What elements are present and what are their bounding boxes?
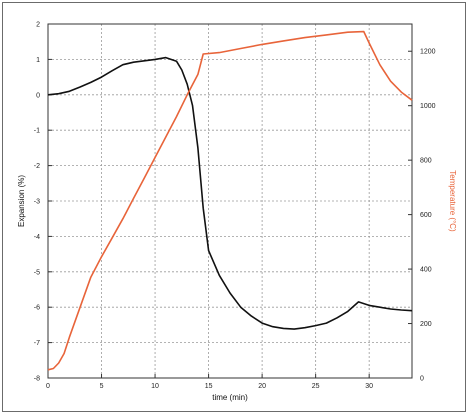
left-tick-label: -5 bbox=[34, 269, 40, 276]
left-tick-label: -2 bbox=[34, 163, 40, 170]
left-tick-label: 2 bbox=[36, 22, 40, 29]
series-layer bbox=[47, 30, 413, 371]
chart-frame bbox=[2, 2, 466, 412]
grid bbox=[48, 24, 412, 378]
right-tick-label: 600 bbox=[420, 212, 432, 219]
x-tick-label: 0 bbox=[46, 383, 50, 390]
x-tick-label: 20 bbox=[258, 383, 266, 390]
right-axis-ticks: 0 200 400 600 800 1000 1200 bbox=[408, 49, 436, 383]
left-tick-label: -4 bbox=[34, 234, 40, 241]
right-tick-label: 400 bbox=[420, 267, 432, 274]
left-axis-ticks: 2 1 0 -1 -2 -3 -4 -5 -6 -7 -8 bbox=[34, 22, 52, 383]
x-tick-label: 10 bbox=[151, 383, 159, 390]
right-tick-label: 800 bbox=[420, 158, 432, 165]
right-axis-label: Temperature (°C) bbox=[448, 170, 457, 232]
x-tick-label: 15 bbox=[205, 383, 213, 390]
left-tick-label: 0 bbox=[36, 92, 40, 99]
left-tick-label: -3 bbox=[34, 199, 40, 206]
x-tick-label: 5 bbox=[100, 383, 104, 390]
right-tick-label: 200 bbox=[420, 321, 432, 328]
left-tick-label: -1 bbox=[34, 128, 40, 135]
left-tick-label: -8 bbox=[34, 376, 40, 383]
right-tick-label: 1000 bbox=[420, 103, 436, 110]
x-tick-label: 30 bbox=[365, 383, 373, 390]
x-axis-ticks: 0 5 10 15 20 25 30 bbox=[46, 374, 373, 390]
right-tick-label: 1200 bbox=[420, 49, 436, 56]
x-tick-label: 25 bbox=[312, 383, 320, 390]
x-axis-label: time (min) bbox=[212, 393, 248, 402]
right-tick-label: 0 bbox=[420, 376, 424, 383]
left-tick-label: -6 bbox=[34, 305, 40, 312]
temperature-series-line bbox=[47, 30, 413, 371]
left-tick-label: -7 bbox=[34, 340, 40, 347]
left-tick-label: 1 bbox=[36, 57, 40, 64]
expansion-series-line bbox=[47, 56, 413, 330]
left-axis-label: Expansion (%) bbox=[17, 175, 26, 227]
